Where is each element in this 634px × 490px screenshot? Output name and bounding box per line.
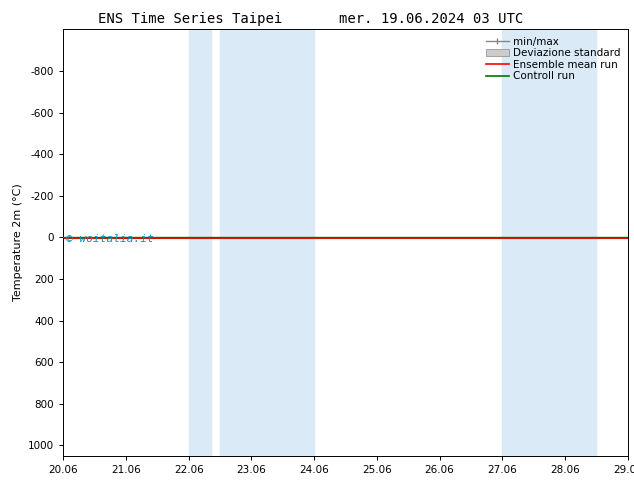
Text: ENS Time Series Taipei: ENS Time Series Taipei <box>98 12 282 26</box>
Bar <box>189 29 210 456</box>
Y-axis label: Temperature 2m (°C): Temperature 2m (°C) <box>13 184 23 301</box>
Bar <box>220 29 314 456</box>
Bar <box>502 29 597 456</box>
Text: © woitalia.it: © woitalia.it <box>66 234 154 244</box>
Legend: min/max, Deviazione standard, Ensemble mean run, Controll run: min/max, Deviazione standard, Ensemble m… <box>484 35 623 83</box>
Text: mer. 19.06.2024 03 UTC: mer. 19.06.2024 03 UTC <box>339 12 523 26</box>
